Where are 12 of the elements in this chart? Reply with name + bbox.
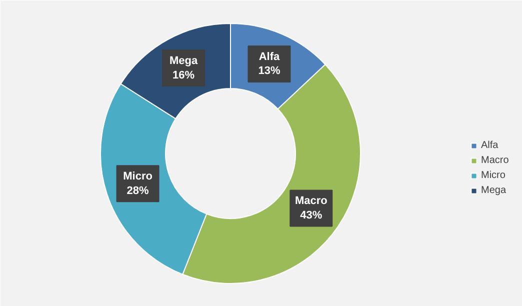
- legend-label: Mega: [481, 184, 506, 196]
- data-label: 28%: [126, 184, 149, 197]
- data-label: 13%: [258, 65, 280, 78]
- data-label: 16%: [172, 69, 195, 82]
- slice-label: Alfa: [258, 50, 280, 63]
- data-label: 43%: [300, 210, 322, 222]
- slice-label: Macro: [294, 195, 328, 208]
- legend-label: Micro: [481, 169, 506, 181]
- slice-label: Micro: [123, 170, 153, 182]
- legend-label: Macro: [481, 154, 509, 166]
- slice-label: Mega: [169, 54, 198, 67]
- legend-label: Alfa: [481, 139, 500, 151]
